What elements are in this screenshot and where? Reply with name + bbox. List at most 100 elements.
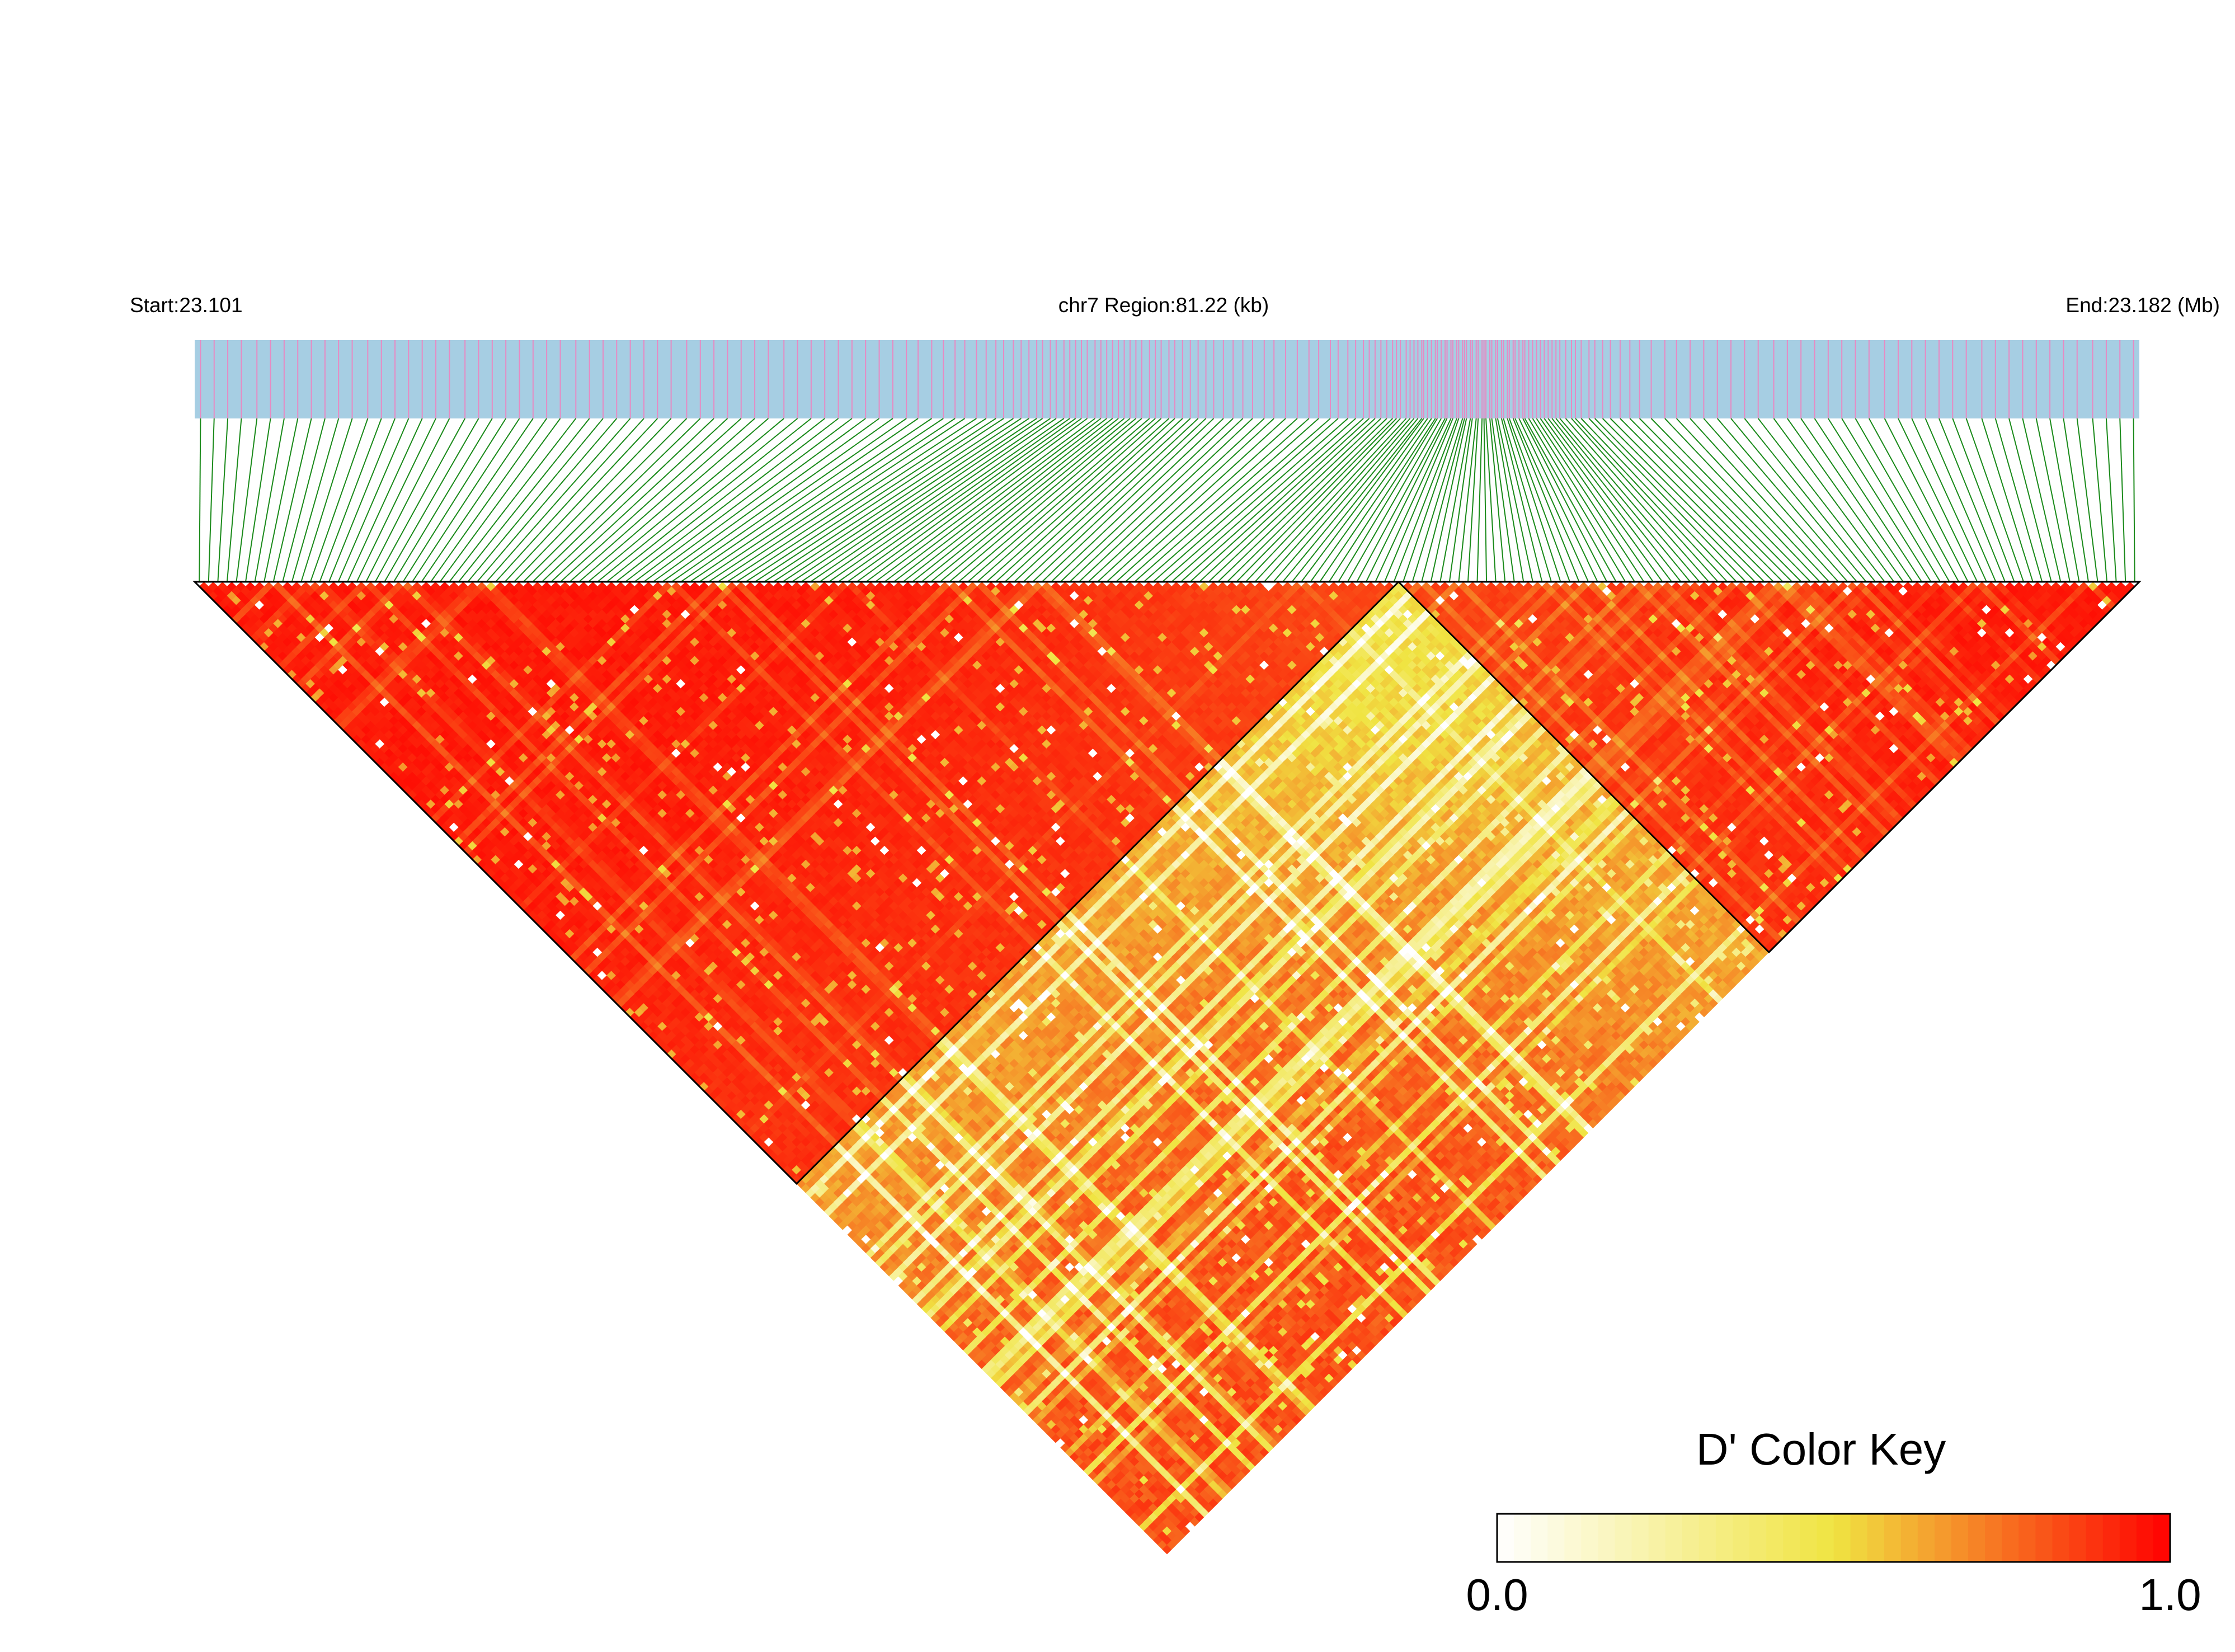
snp-connector (402, 418, 507, 582)
snp-connector (319, 418, 382, 582)
snp-tick-marks (200, 340, 2134, 418)
snp-connector (2008, 418, 2052, 582)
snp-connector (430, 418, 547, 582)
snp-connector (384, 418, 479, 582)
snp-connector (671, 418, 907, 582)
snp-connector (412, 418, 520, 582)
snp-connector (1575, 418, 1728, 582)
snp-connector (1483, 418, 1488, 582)
snp-connector (374, 418, 466, 582)
ld-cell (236, 582, 246, 591)
ld-cell (217, 582, 228, 591)
ld-heatmap-triangle (199, 582, 2135, 1555)
snp-connector (2049, 418, 2080, 582)
snp-connector (514, 418, 672, 582)
snp-connector (504, 418, 658, 582)
snp-connector (1629, 418, 1792, 582)
snp-connector (745, 418, 996, 582)
snp-connector (1116, 418, 1298, 582)
snp-connector (1180, 418, 1364, 582)
snp-connector (1620, 418, 1784, 582)
snp-connector (199, 418, 201, 582)
snp-connector (1602, 418, 1765, 582)
snp-connector (1514, 418, 1589, 582)
snp-connector (884, 418, 1102, 582)
snp-connector (680, 418, 919, 582)
snp-connector (1467, 418, 1479, 582)
snp-connector (1757, 418, 1885, 582)
snp-connector (356, 418, 436, 582)
snp-connector (1703, 418, 1848, 582)
snp-connector (532, 418, 701, 582)
snp-connector (542, 418, 714, 582)
snp-connector (578, 418, 769, 582)
snp-connector (2092, 418, 2108, 582)
snp-connector (1041, 418, 1215, 582)
snp-connector (550, 418, 728, 582)
snp-connector (1532, 418, 1635, 582)
snp-connector (1226, 418, 1393, 582)
snp-connector (1124, 418, 1310, 582)
snp-connector (764, 418, 1014, 582)
snp-connector (958, 418, 1150, 582)
snp-connector (495, 418, 644, 582)
snp-connector (1676, 418, 1830, 582)
snp-connector (208, 418, 215, 582)
snp-connector (1551, 418, 1682, 582)
snp-connector (1744, 418, 1876, 582)
snp-connector (2022, 418, 2062, 582)
snp-connector (597, 418, 798, 582)
snp-connector (1319, 418, 1432, 582)
snp-connector (1485, 418, 1497, 582)
snp-connector (1588, 418, 1747, 582)
region-end-label: End:23.182 (Mb) (2065, 294, 2220, 317)
snp-connector (1512, 418, 1580, 582)
snp-connector (1245, 418, 1401, 582)
snp-connector (921, 418, 1125, 582)
snp-connector (2076, 418, 2098, 582)
snp-connector (1079, 418, 1253, 582)
snp-connector (1310, 418, 1428, 582)
snp-connector (523, 418, 688, 582)
snp-connector (2063, 418, 2089, 582)
snp-connector (1051, 418, 1224, 582)
snp-position-track (195, 340, 2139, 418)
snp-connector (1060, 418, 1234, 582)
snp-connector (2119, 418, 2126, 582)
snp-connector (615, 418, 825, 582)
snp-connector (467, 418, 604, 582)
snp-connector (458, 418, 590, 582)
snp-connector (1217, 418, 1387, 582)
ld-cell (199, 582, 209, 591)
snp-connector (477, 418, 618, 582)
snp-connector (847, 418, 1076, 582)
snp-connector (1503, 418, 1552, 582)
snp-connector (2133, 418, 2135, 582)
snp-connector (264, 418, 299, 582)
snp-connector (662, 418, 893, 582)
snp-connector (1282, 418, 1419, 582)
snp-connector (282, 418, 326, 582)
snp-connector (1291, 418, 1423, 582)
snp-connector (1544, 418, 1663, 582)
snp-connector (421, 418, 534, 582)
snp-connector (328, 418, 396, 582)
snp-connector (1023, 418, 1199, 582)
snp-connector (1162, 418, 1348, 582)
snp-connector (1500, 418, 1543, 582)
snp-connector (291, 418, 340, 582)
snp-connector (1208, 418, 1382, 582)
snp-connector (1536, 418, 1645, 582)
snp-connector (1254, 418, 1407, 582)
snp-connector (300, 418, 353, 582)
snp-connector (1489, 418, 1506, 582)
snp-connector (1495, 418, 1524, 582)
region-start-label: Start:23.101 (130, 294, 243, 317)
snp-connector (587, 418, 784, 582)
snp-connector (1994, 418, 2043, 582)
snp-connector (1639, 418, 1802, 582)
snp-connector (634, 418, 853, 582)
snp-connector (1965, 418, 2025, 582)
snp-connector (1347, 418, 1442, 582)
snp-connector (801, 418, 1043, 582)
